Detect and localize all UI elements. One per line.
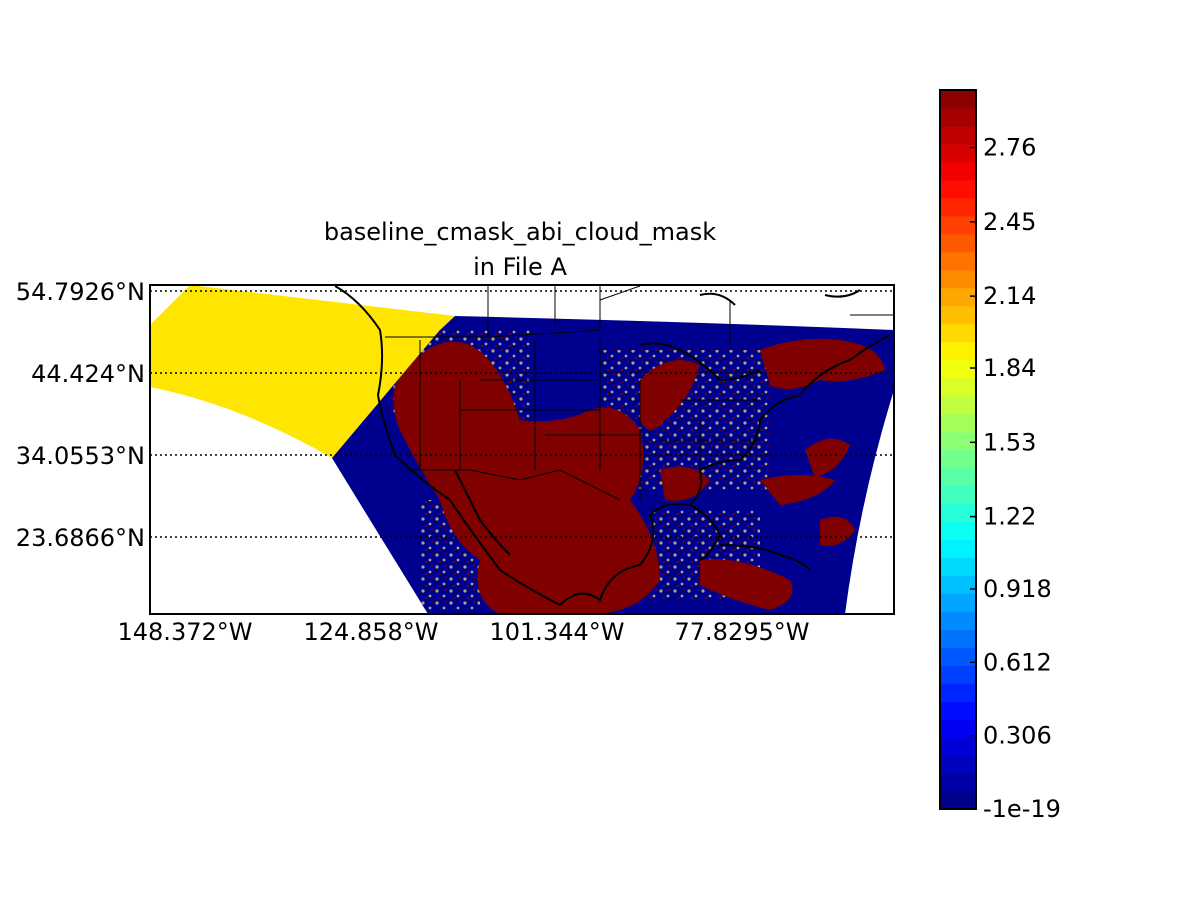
colorbar-band — [940, 503, 976, 522]
lon-label: 77.8295°W — [675, 618, 810, 646]
colorbar-band — [940, 413, 976, 433]
cloud-area-atlantic-1 — [805, 438, 850, 478]
colorbar-band — [940, 161, 976, 181]
chart-subtitle: in File A — [473, 253, 567, 281]
colorbar-tick-label: 2.45 — [983, 208, 1036, 236]
colorbar-band — [940, 449, 976, 469]
colorbar-band — [940, 557, 976, 576]
colorbar-band — [940, 701, 976, 720]
colorbar-band — [940, 179, 976, 199]
lat-label: 23.6866°N — [16, 524, 145, 552]
cloud-area-caribbean — [700, 559, 793, 610]
colorbar-band — [940, 323, 976, 343]
colorbar-band — [940, 377, 976, 397]
colorbar-band — [940, 341, 976, 361]
colorbar-tick-label: 1.22 — [983, 503, 1036, 531]
cloud-area-northeast — [760, 338, 885, 389]
colorbar-band — [940, 107, 976, 127]
colorbar-band — [940, 125, 976, 145]
colorbar-band — [940, 233, 976, 253]
colorbar-tick-label: 2.14 — [983, 282, 1036, 310]
colorbar-band — [940, 287, 976, 307]
colorbar-band — [940, 467, 976, 487]
colorbar-band — [940, 431, 976, 451]
cloud-area-gulf — [660, 466, 710, 501]
cloud-area-atlantic-3 — [820, 516, 855, 546]
colorbar-band — [940, 251, 976, 271]
colorbar-band — [940, 359, 976, 379]
colorbar-band — [940, 305, 976, 325]
colorbar-band — [940, 539, 976, 558]
colorbar-tick-label: -1e-19 — [983, 795, 1061, 823]
cloud-area-atlantic-2 — [760, 475, 835, 505]
colorbar-band — [940, 755, 976, 774]
lon-labels: 148.372°W 124.858°W 101.344°W 77.8295°W — [118, 618, 810, 646]
lat-label: 44.424°N — [31, 360, 145, 388]
colorbar-band — [940, 521, 976, 540]
colorbar-band — [940, 575, 976, 594]
colorbar-band — [940, 90, 976, 109]
lat-label: 54.7926°N — [16, 278, 145, 306]
colorbar-tick-label: 1.84 — [983, 354, 1036, 382]
colorbar-band — [940, 215, 976, 235]
colorbar-tick-label: 0.612 — [983, 648, 1052, 676]
colorbar-frame — [939, 89, 977, 810]
colorbar-bands — [940, 90, 976, 810]
colorbar-band — [940, 791, 976, 810]
colorbar-band — [940, 395, 976, 415]
lon-label: 101.344°W — [490, 618, 625, 646]
colorbar-band — [940, 143, 976, 163]
colorbar-band — [940, 269, 976, 289]
colorbar-band — [940, 737, 976, 756]
lon-label: 148.372°W — [118, 618, 253, 646]
colorbar-band — [940, 611, 976, 630]
colorbar-tick-label: 0.306 — [983, 722, 1052, 750]
colorbar-band — [940, 773, 976, 792]
chart-title: baseline_cmask_abi_cloud_mask — [324, 218, 716, 246]
colorbar-tick-label: 0.918 — [983, 575, 1052, 603]
map-frame — [149, 284, 895, 615]
colorbar-band — [940, 647, 976, 666]
political-borders — [385, 285, 894, 501]
lat-gridlines — [150, 290, 894, 538]
colorbar-tick-label: 1.53 — [983, 428, 1036, 456]
colorbar-band — [940, 629, 976, 648]
colorbar-band — [940, 485, 976, 505]
colorbar-band — [940, 593, 976, 612]
colorbar-band — [940, 683, 976, 702]
colorbar-ticks: -1e-19 0.306 0.612 0.918 1.22 1.53 1.84 2.14 2.4… — [970, 134, 1061, 823]
colorbar-band — [940, 665, 976, 684]
colorbar-tick-label: 2.76 — [983, 134, 1036, 162]
colorbar-band — [940, 197, 976, 217]
colorbar-band — [940, 719, 976, 738]
cloud-area-plains — [640, 360, 700, 430]
colorbar: -1e-19 0.306 0.612 0.918 1.22 1.53 1.84 2.14 2.4… — [939, 89, 1061, 823]
lon-label: 124.858°W — [304, 618, 439, 646]
map-panel — [149, 284, 895, 615]
lat-labels: 54.7926°N 44.424°N 34.0553°N 23.6866°N — [16, 278, 145, 552]
lat-label: 34.0553°N — [16, 442, 145, 470]
